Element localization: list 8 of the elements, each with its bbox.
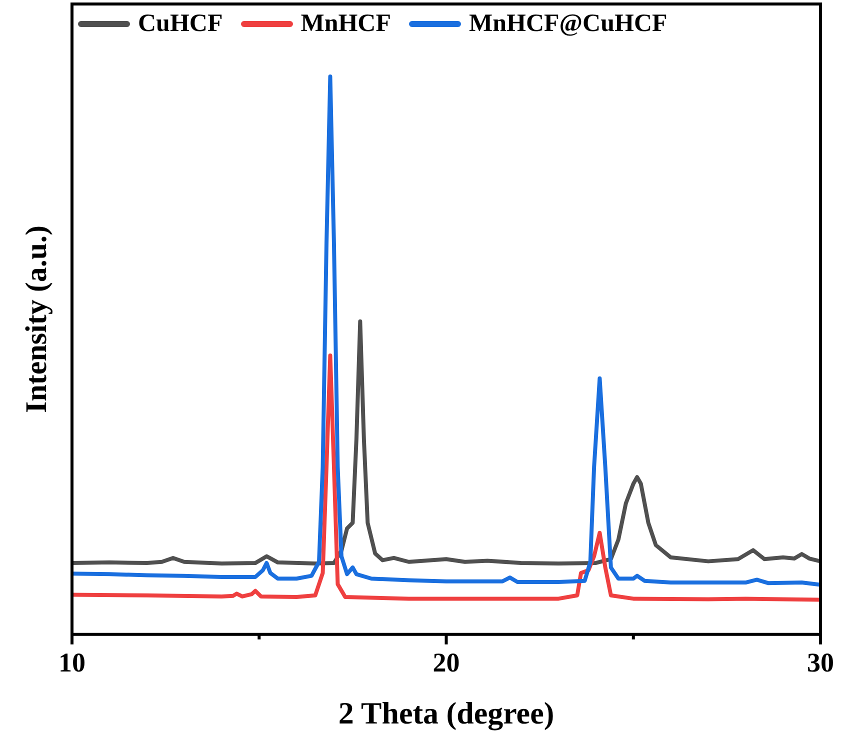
x-tick-label: 10 [58, 648, 86, 678]
legend-label: MnHCF@CuHCF [469, 10, 668, 38]
x-tick-label: 20 [432, 648, 460, 678]
y-axis-title: Intensity (a.u.) [20, 225, 53, 413]
x-axis-title: 2 Theta (degree) [338, 695, 554, 730]
legend-label: MnHCF [300, 10, 392, 38]
x-tick-label: 30 [807, 648, 834, 678]
legend-label: CuHCF [138, 10, 223, 38]
